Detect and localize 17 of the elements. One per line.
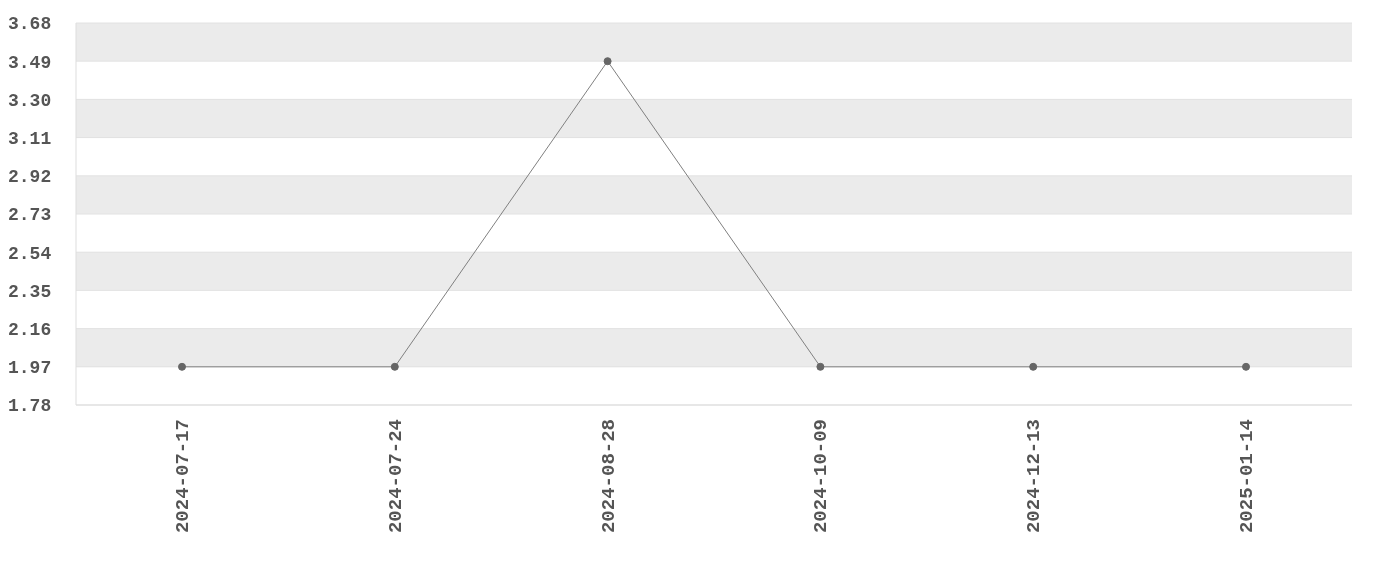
y-tick-label: 2.16 bbox=[8, 319, 52, 340]
x-tick-label: 2024-07-24 bbox=[384, 419, 407, 534]
x-tick-label: 2024-08-28 bbox=[597, 419, 620, 534]
y-tick-label: 2.54 bbox=[8, 243, 52, 264]
y-tick-label: 2.35 bbox=[8, 281, 52, 302]
y-tick-label: 1.78 bbox=[8, 396, 52, 417]
y-tick-label: 3.11 bbox=[8, 128, 52, 149]
x-tick-label: 2024-07-17 bbox=[172, 419, 194, 534]
x-tick-label: 2024-10-09 bbox=[810, 419, 833, 534]
y-tick-label: 3.49 bbox=[8, 52, 52, 73]
y-tick-label: 1.97 bbox=[8, 358, 52, 379]
y-tick-label: 3.30 bbox=[8, 90, 52, 111]
x-tick-label: 2024-12-13 bbox=[1023, 419, 1046, 534]
y-tick-label: 3.68 bbox=[8, 14, 52, 35]
y-tick-label: 2.73 bbox=[8, 205, 52, 226]
x-tick-label: 2025-01-14 bbox=[1236, 419, 1258, 534]
y-tick-label: 2.92 bbox=[8, 167, 52, 188]
